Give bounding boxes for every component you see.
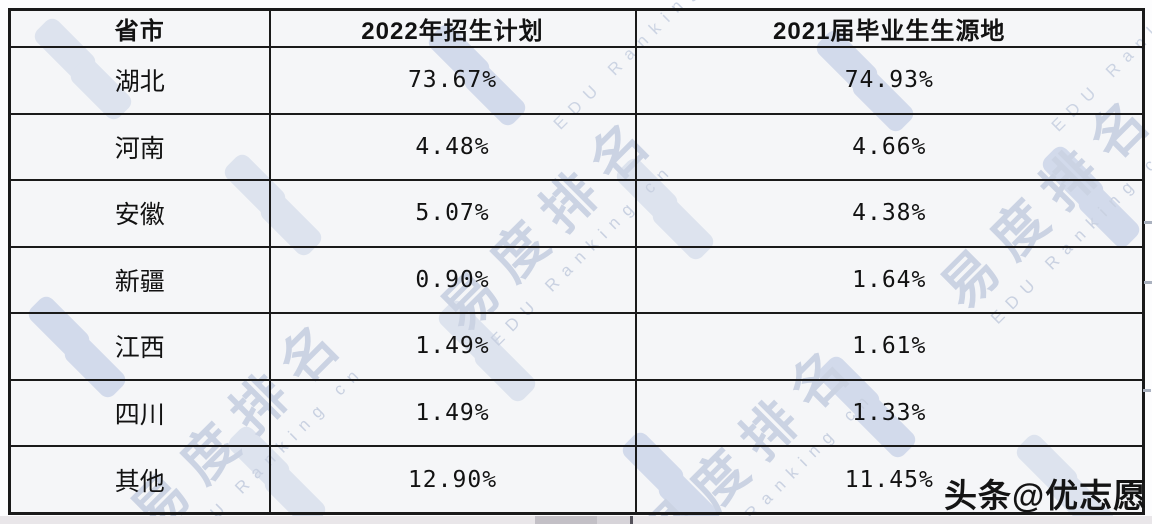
col-header-origin-2021: 2021届毕业生生源地 [634,8,1145,48]
province-cell: 新疆 [8,245,271,315]
origin-2021-cell: 1.61% [634,312,1145,381]
province-cell: 河南 [8,112,271,182]
plan-2022-cell: 0.90% [268,245,637,315]
table-row: 河南 4.48% 4.66% [8,112,1145,182]
plan-2022-cell: 4.48% [268,112,637,182]
strip-segment [535,516,597,524]
province-cell: 其他 [8,445,271,515]
origin-2021-cell: 1.64% [634,245,1145,315]
strip-segment [597,516,630,524]
col-header-plan-2022: 2022年招生计划 [268,8,637,48]
margin-tick [1144,281,1152,284]
province-cell: 安徽 [8,179,271,248]
plan-2022-cell: 73.67% [268,46,637,115]
cropped-next-row-strip [0,516,1152,524]
col-header-province: 省市 [8,8,271,48]
origin-2021-cell: 4.38% [634,179,1145,248]
province-cell: 湖北 [8,46,271,115]
margin-tick [1144,221,1152,224]
table-row: 湖北 73.67% 74.93% [8,46,1145,115]
table-row: 四川 1.49% 1.33% [8,378,1145,448]
plan-2022-cell: 1.49% [268,378,637,448]
table-row: 江西 1.49% 1.61% [8,312,1145,381]
plan-2022-cell: 12.90% [268,445,637,515]
table-header-row: 省市 2022年招生计划 2021届毕业生生源地 [8,8,1145,48]
plan-2022-cell: 1.49% [268,312,637,381]
origin-2021-cell: 4.66% [634,112,1145,182]
table-row: 安徽 5.07% 4.38% [8,179,1145,248]
origin-2021-cell: 74.93% [634,46,1145,115]
attribution-watermark: 头条@优志愿 [944,477,1148,514]
enrollment-origin-table: 省市 2022年招生计划 2021届毕业生生源地 湖北 73.67% 74.93… [8,8,1145,515]
margin-tick [1143,389,1151,392]
table-row: 新疆 0.90% 1.64% [8,245,1145,315]
province-cell: 江西 [8,312,271,381]
strip-divider [630,516,633,524]
origin-2021-cell: 1.33% [634,378,1145,448]
plan-2022-cell: 5.07% [268,179,637,248]
province-cell: 四川 [8,378,271,448]
